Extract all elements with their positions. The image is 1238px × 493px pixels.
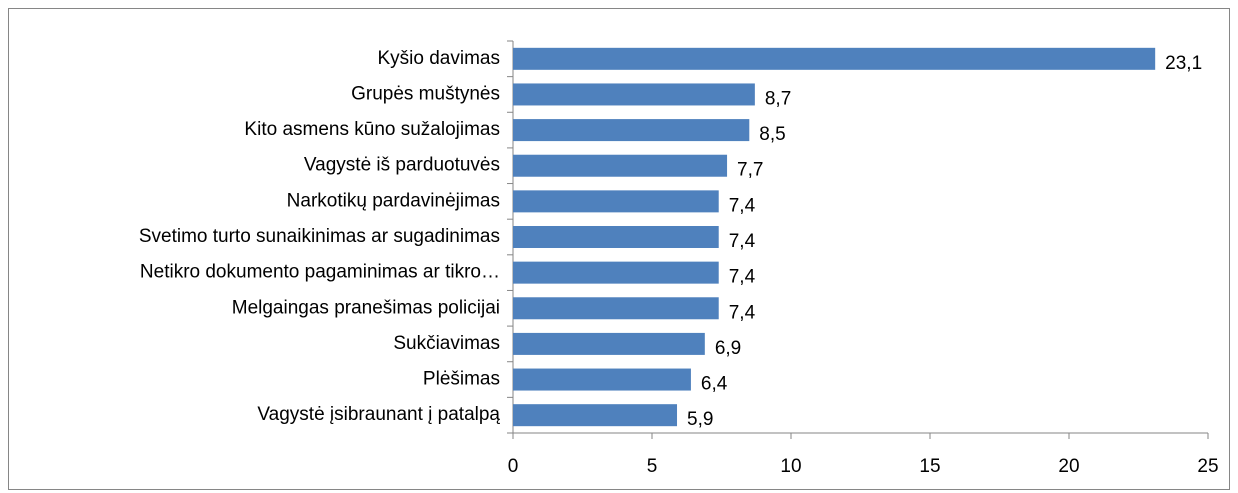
- bar: [513, 368, 691, 391]
- value-label: 7,4: [729, 231, 756, 252]
- y-tick-label: Vagystė įsibraunant į patalpą: [257, 404, 500, 425]
- x-tick-label: 0: [508, 456, 519, 477]
- value-label: 7,4: [729, 267, 756, 288]
- bar: [513, 297, 719, 320]
- bar: [513, 261, 719, 284]
- bar: [513, 404, 678, 427]
- y-tick-label: Grupės muštynės: [351, 83, 500, 104]
- bar: [513, 332, 705, 355]
- value-label: 8,7: [765, 88, 791, 109]
- y-tick-label: Sukčiavimas: [393, 333, 500, 354]
- x-tick-label: 15: [919, 456, 940, 477]
- y-tick-label: Kyšio davimas: [378, 48, 501, 69]
- value-label: 6,4: [701, 374, 728, 395]
- y-tick-label: Melgaingas pranešimas policijai: [232, 297, 500, 318]
- x-tick-label: 10: [780, 456, 801, 477]
- value-label: 7,7: [737, 160, 763, 181]
- bar: [513, 154, 728, 177]
- y-tick-label: Svetimo turto sunaikinimas ar sugadinima…: [139, 226, 500, 247]
- value-label: 5,9: [687, 409, 713, 430]
- x-tick-label: 5: [647, 456, 658, 477]
- bar: [513, 190, 719, 213]
- y-tick-label: Kito asmens kūno sužalojimas: [244, 119, 500, 140]
- y-tick-label: Vagystė iš parduotuvės: [304, 155, 500, 176]
- bar: [513, 226, 719, 248]
- bar: [513, 119, 750, 142]
- value-label: 7,4: [729, 302, 756, 323]
- y-tick-label: Narkotikų pardavinėjimas: [287, 190, 500, 211]
- x-tick-label: 25: [1197, 456, 1218, 477]
- value-label: 23,1: [1165, 53, 1202, 74]
- y-tick-label: Plėšimas: [423, 369, 500, 390]
- y-tick-label: Netikro dokumento pagaminimas ar tikro…: [140, 262, 500, 283]
- x-tick-label: 20: [1058, 456, 1079, 477]
- value-label: 6,9: [715, 338, 741, 359]
- value-label: 8,5: [759, 124, 785, 145]
- value-label: 7,4: [729, 195, 756, 216]
- bar: [513, 83, 755, 106]
- bar: [513, 47, 1156, 70]
